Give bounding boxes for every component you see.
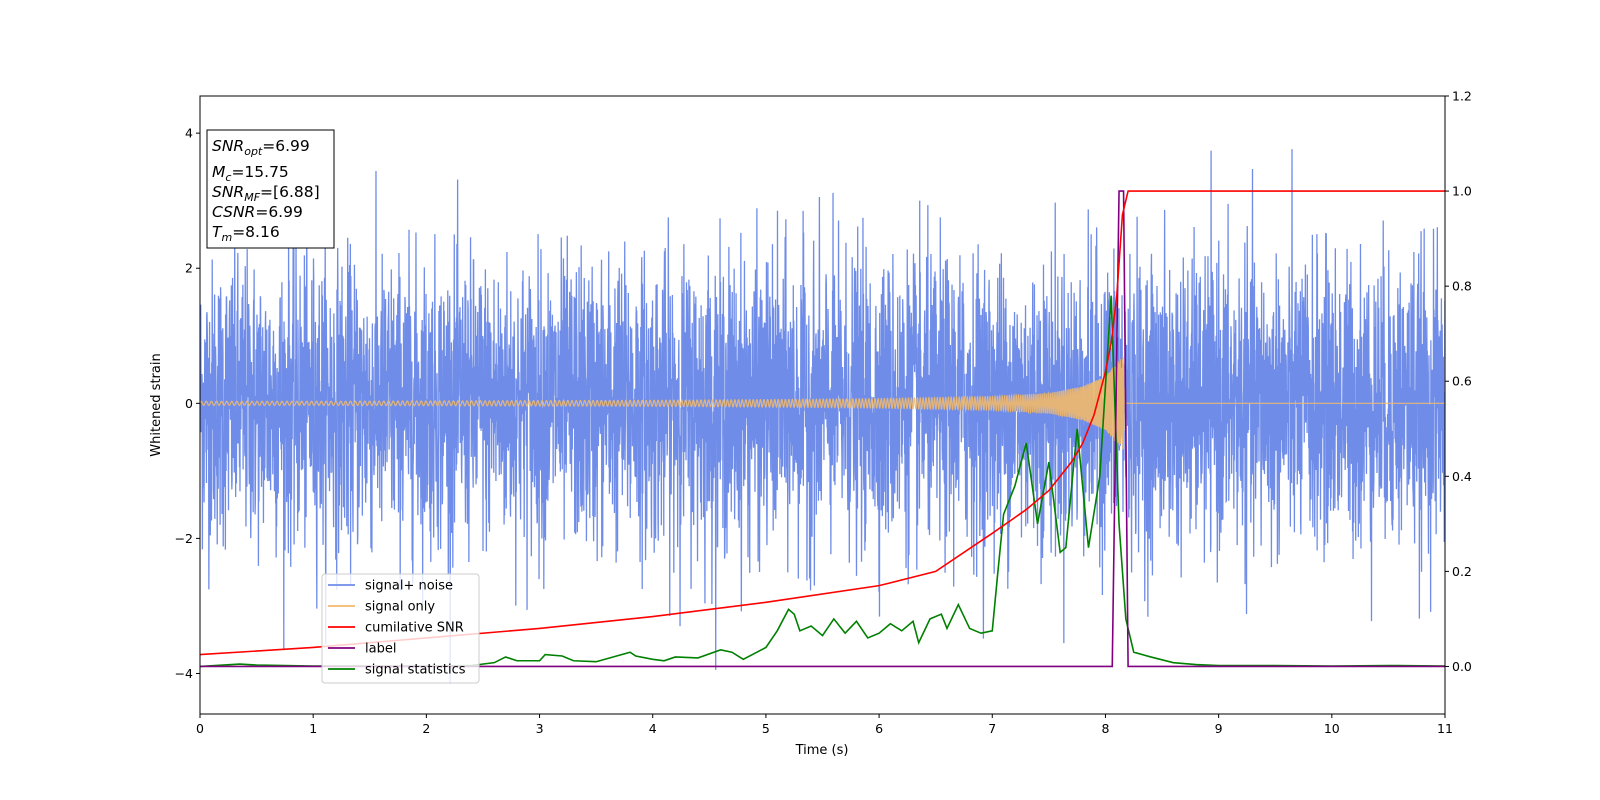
y2-tick-label: 0.6 — [1452, 374, 1472, 389]
y-axis-right: 0.0 0.2 0.4 0.6 0.8 1.0 1.2 — [1445, 89, 1472, 674]
x-tick-label: 6 — [875, 721, 883, 736]
annotation-snr-mf: SNRMF=[6.88] — [212, 183, 320, 204]
y2-tick-label: 0.2 — [1452, 564, 1472, 579]
series-label — [200, 190, 1445, 668]
x-tick-label: 5 — [762, 721, 770, 736]
y2-tick-label: 0.0 — [1452, 659, 1472, 674]
x-axis-label: Time (s) — [795, 743, 849, 758]
annotation-box: SNRopt=6.99 Mc=15.75 SNRMF=[6.88] CSNR=6… — [206, 129, 335, 249]
legend-entry: label — [365, 642, 396, 657]
legend: signal+ noise signal only cumilative SNR la… — [321, 573, 480, 684]
annotation-tm: Tm=8.16 — [212, 223, 280, 244]
y2-tick-label: 0.8 — [1452, 279, 1472, 294]
y-tick-label: 2 — [185, 261, 193, 276]
legend-entry: cumilative SNR — [365, 621, 464, 636]
x-tick-label: 1 — [309, 721, 317, 736]
series-layer — [200, 149, 1445, 684]
legend-entry: signal statistics — [365, 663, 466, 678]
y-tick-label: −4 — [175, 666, 193, 681]
x-tick-label: 2 — [422, 721, 430, 736]
series-signal-noise — [200, 149, 1445, 684]
y2-tick-label: 1.2 — [1452, 89, 1472, 104]
x-tick-label: 11 — [1437, 721, 1453, 736]
x-tick-label: 4 — [649, 721, 657, 736]
y2-tick-label: 1.0 — [1452, 184, 1472, 199]
y2-tick-label: 0.4 — [1452, 469, 1472, 484]
annotation-mc: Mc=15.75 — [212, 163, 289, 184]
x-tick-label: 10 — [1324, 721, 1340, 736]
y-tick-label: 4 — [185, 126, 193, 141]
x-axis: 0 1 2 3 4 5 6 7 8 9 10 11 — [196, 714, 1453, 736]
x-tick-label: 9 — [1215, 721, 1223, 736]
plot-frame — [199, 95, 1446, 715]
annotation-snr-opt: SNRopt=6.99 — [212, 137, 310, 158]
y-tick-label: 0 — [185, 396, 193, 411]
series-signal-statistics — [200, 295, 1445, 668]
legend-entry: signal only — [365, 600, 435, 615]
series-cumulative-snr — [200, 190, 1445, 656]
y-axis-label: Whitened strain — [149, 353, 164, 456]
y-tick-label: −2 — [175, 531, 193, 546]
x-tick-label: 8 — [1101, 721, 1109, 736]
series-signal-only — [200, 356, 1445, 450]
legend-entry: signal+ noise — [365, 579, 453, 594]
x-tick-label: 3 — [536, 721, 544, 736]
x-tick-label: 7 — [988, 721, 996, 736]
x-tick-label: 0 — [196, 721, 204, 736]
annotation-csnr: CSNR=6.99 — [212, 203, 303, 221]
y-axis-left: −4 −2 0 2 4 — [175, 126, 200, 681]
